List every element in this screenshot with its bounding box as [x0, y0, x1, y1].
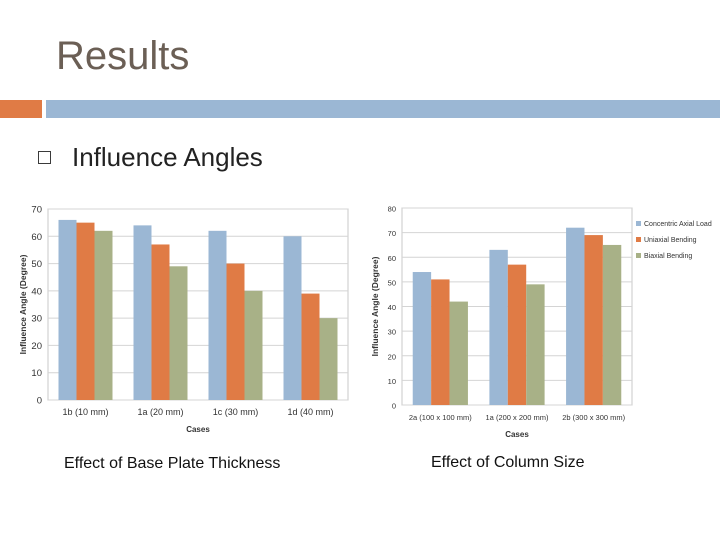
slide-title: Results — [56, 34, 190, 78]
legend-swatch-2 — [636, 237, 641, 242]
x-tick-label: 1a (200 x 200 mm) — [486, 413, 549, 422]
bar-series-3-cat-3 — [602, 244, 622, 405]
y-tick-label: 70 — [388, 229, 396, 238]
y-axis-title: Influence Angle (Degree) — [370, 256, 380, 356]
y-tick-label: 30 — [388, 328, 396, 337]
x-tick-label: 2a (100 x 100 mm) — [409, 413, 472, 422]
header-accent-orange — [0, 100, 42, 118]
y-tick-label: 40 — [31, 286, 42, 297]
chart-column-size: 0 10 20 30 40 50 60 70 80 2a (100 x 100 mm) 1a (20… — [370, 205, 712, 440]
bar-series-3-cat-2 — [169, 266, 188, 400]
bar-series-1-cat-2 — [489, 249, 508, 405]
y-tick-label: 60 — [388, 254, 396, 263]
x-tick-label: 1a (20 mm) — [137, 407, 183, 417]
y-tick-label: 30 — [31, 314, 42, 325]
chart-base-plate-thickness: 0 10 20 30 40 50 60 70 1b (10 mm) 1a (20 mm) 1c (3… — [18, 205, 349, 434]
legend-entry-2: Uniaxial Bending — [644, 237, 697, 244]
y-tick-label: 10 — [31, 368, 42, 379]
square-bullet-icon — [38, 151, 51, 164]
bar-series-1-cat-4 — [283, 236, 302, 400]
bar-series-2-cat-1 — [431, 279, 450, 405]
x-tick-label: 2b (300 x 300 mm) — [562, 413, 625, 422]
bullet-text: Influence Angles — [72, 142, 263, 172]
bar-series-2-cat-3 — [584, 235, 603, 405]
bar-series-1-cat-1 — [58, 219, 77, 400]
bar-series-2-cat-2 — [151, 244, 170, 400]
bar-series-1-cat-2 — [133, 225, 152, 400]
y-tick-label: 0 — [37, 396, 42, 407]
x-axis-title: Cases — [505, 430, 529, 439]
header-accent-blue — [46, 100, 720, 118]
legend-swatch-1 — [636, 221, 641, 226]
bar-series-1-cat-3 — [208, 230, 227, 400]
y-tick-label: 40 — [388, 303, 396, 312]
y-tick-label: 20 — [31, 341, 42, 352]
y-tick-label: 50 — [388, 278, 396, 287]
caption-column-size: Effect of Column Size — [431, 454, 585, 471]
bar-series-2-cat-4 — [301, 293, 320, 400]
legend-entry-1: Concentric Axial Load — [644, 221, 712, 228]
y-tick-label: 20 — [388, 352, 396, 361]
caption-base-plate-thickness: Effect of Base Plate Thickness — [64, 455, 281, 472]
bar-series-3-cat-4 — [319, 318, 338, 400]
y-axis-title: Influence Angle (Degree) — [18, 254, 28, 354]
legend-entry-3: Biaxial Bending — [644, 253, 692, 260]
legend-swatch-3 — [636, 253, 641, 258]
y-tick-label: 10 — [388, 377, 396, 386]
x-axis-title: Cases — [186, 425, 210, 434]
y-tick-label: 50 — [31, 259, 42, 270]
bar-series-1-cat-1 — [412, 272, 432, 405]
bar-series-3-cat-1 — [449, 301, 468, 405]
y-tick-label: 80 — [388, 205, 396, 214]
x-tick-label: 1b (10 mm) — [62, 407, 108, 417]
bar-series-2-cat-1 — [76, 222, 95, 400]
bar-series-3-cat-1 — [94, 230, 113, 400]
bar-series-1-cat-3 — [566, 227, 585, 405]
y-tick-label: 60 — [31, 232, 42, 243]
bar-series-2-cat-3 — [226, 263, 245, 400]
x-tick-label: 1c (30 mm) — [213, 407, 259, 417]
bar-series-3-cat-3 — [244, 290, 263, 400]
y-tick-label: 70 — [31, 205, 42, 216]
y-tick-label: 0 — [392, 402, 396, 411]
bar-series-2-cat-2 — [507, 264, 527, 405]
x-tick-label: 1d (40 mm) — [287, 407, 333, 417]
bar-series-3-cat-2 — [526, 284, 545, 405]
